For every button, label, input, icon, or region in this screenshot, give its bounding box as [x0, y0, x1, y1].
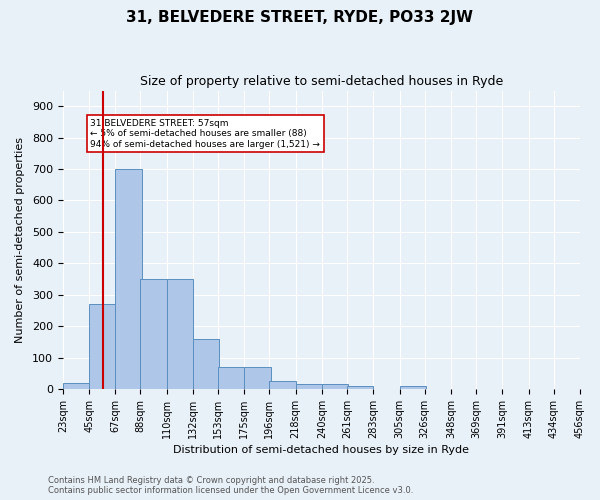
Bar [140, 279, 167, 389]
Bar [322, 384, 348, 389]
Bar [115, 169, 142, 389]
Text: 31 BELVEDERE STREET: 57sqm
← 5% of semi-detached houses are smaller (88)
94% of : 31 BELVEDERE STREET: 57sqm ← 5% of semi-… [90, 119, 320, 148]
Text: Contains HM Land Registry data © Crown copyright and database right 2025.
Contai: Contains HM Land Registry data © Crown c… [48, 476, 413, 495]
Bar [63, 382, 89, 389]
Bar [167, 279, 193, 389]
Bar [296, 384, 322, 389]
Y-axis label: Number of semi-detached properties: Number of semi-detached properties [15, 137, 25, 343]
Bar [193, 338, 219, 389]
Bar [218, 367, 244, 389]
Title: Size of property relative to semi-detached houses in Ryde: Size of property relative to semi-detach… [140, 75, 503, 88]
X-axis label: Distribution of semi-detached houses by size in Ryde: Distribution of semi-detached houses by … [173, 445, 469, 455]
Bar [89, 304, 115, 389]
Text: 31, BELVEDERE STREET, RYDE, PO33 2JW: 31, BELVEDERE STREET, RYDE, PO33 2JW [127, 10, 473, 25]
Bar [400, 386, 426, 389]
Bar [269, 381, 296, 389]
Bar [347, 386, 373, 389]
Bar [244, 367, 271, 389]
